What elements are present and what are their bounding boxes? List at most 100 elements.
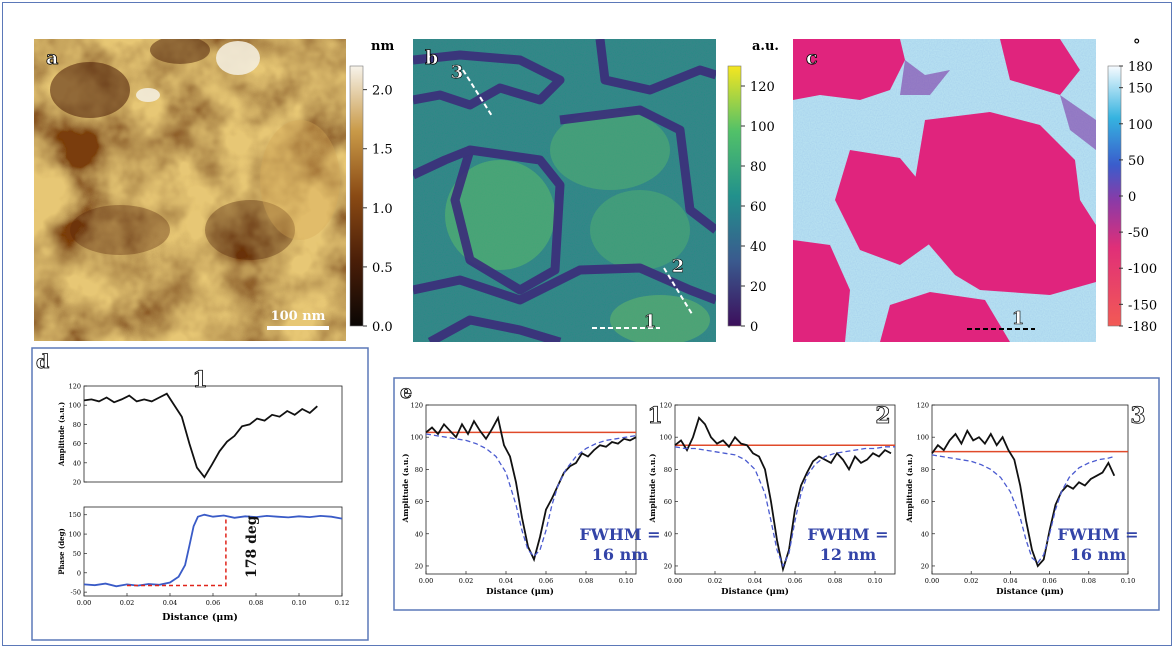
panel-e-profile-2-fit-curve [674,446,895,568]
panel-d-phase-ylabel: Phase (deg) [57,528,66,575]
panel-d-step-annotation: 178 deg [244,515,260,578]
panel-b-image [413,39,716,342]
panel-e-profile-3-xtick-label: 0.08 [1082,577,1096,585]
panel-d-amplitude-ytick-label: 100 [69,402,81,410]
panel-e-profile-2-xlabel: Distance (μm) [721,586,789,597]
panel-e-profile-3-fwhm-title: FWHM = [1057,525,1138,544]
panel-e-profile-2-xtick-label: 0.00 [668,577,682,585]
panel-e-profile-2-ytick-label: 120 [660,402,672,410]
panel-a-image [34,39,346,341]
panel-e-profile-3-xtick-label: 0.10 [1121,577,1135,585]
panel-a-colorbar-tick-label: 2.0 [372,84,393,99]
panel-e-profile-3-xlabel: Distance (μm) [996,586,1064,597]
panel-b-colorbar-tick-label: 20 [750,280,767,295]
panel-b-colorbar-tick-label: 100 [750,120,775,135]
panel-d-phase-xtick-label: 0.04 [163,599,177,607]
panel-e-profile-3-plot: 20 40 60 80 100 120 0.00 0.02 0.04 0.06 0.08 0.10 [917,402,1136,586]
panel-d-amplitude-ytick-label: 20 [73,479,81,487]
panel-d-phase-ytick-label: 0 [77,569,81,577]
panel-c-image [793,39,1096,342]
panel-e-profile-1-plot: 20 40 60 80 100 120 0.00 0.02 0.04 0.06 0.08 0.10 [411,402,637,585]
panel-e-profile-1-xtick-label: 0.06 [539,577,553,585]
panel-e-profile-3-fit-curve [931,454,1115,564]
panel-d-phase-ytick-label: 150 [69,511,81,519]
panel-d-amplitude-ylabel: Amplitude (a.u.) [57,402,66,467]
panel-c-colorbar-ticks: 180 150 100 50 0 -50 -100 -150 -180 [1119,60,1157,335]
panel-e-profile-3-ytick-label: 60 [921,498,929,506]
panel-d-phase-xtick-label: 0.12 [335,599,349,607]
panel-d-phase-ytick-label: 100 [69,531,81,539]
panel-a-letter: a [46,47,58,69]
panel-e-profile-2-fwhm-title: FWHM = [807,525,888,544]
panel-e-profile-1-fwhm-title: FWHM = [579,525,660,544]
panel-e-profile-1-xtick-label: 0.08 [579,577,593,585]
panel-c-colorbar-tick-label: 0 [1128,190,1136,205]
panel-e-profile-1-xtick-label: 0.04 [499,577,513,585]
panel-e-profile-2-xtick-label: 0.04 [748,577,762,585]
panel-e-profile-1-ytick-label: 100 [411,434,423,442]
panel-c-colorbar-tick-label: 180 [1128,60,1153,75]
panel-d-step-marker [127,516,227,587]
panel-e-profile-1-xtick-label: 0.02 [459,577,473,585]
panel-d-phase-plot: -50 0 50 100 150 0.00 0.02 0.04 0.06 0.08 0.10 0.12… [57,506,349,607]
panel-d-phase-xtick-label: 0.00 [77,599,91,607]
panel-e-profile-3-ytick-label: 40 [921,530,929,538]
panel-e-profile-1-axes [425,404,637,575]
panel-e-profile-3-ytick-label: 20 [921,562,929,570]
panel-d-amplitude-data-line [83,392,318,479]
panel-d-xlabel: Distance (μm) [162,612,238,623]
panel-e-profile-1-ytick-label: 40 [415,530,423,538]
panel-e-profile-3-data-line [931,428,1116,568]
panel-d-phase-data-line [83,513,343,588]
panel-e-profile-3-ytick-label: 120 [917,402,929,410]
panel-d-phase-xtick-label: 0.08 [249,599,263,607]
panel-d-amplitude-ytick-label: 60 [73,440,81,448]
panel-e-profile-3-ytick-label: 100 [917,434,929,442]
panel-b-line-label-2: 2 [672,256,685,277]
panel-e-profile-3-xtick-label: 0.00 [925,577,939,585]
panel-e-profile-2-xtick-label: 0.02 [708,577,722,585]
panel-c-letter: c [806,47,818,69]
panel-e-profile-3-label: 3 [1130,403,1145,429]
panel-e-profile-2-axes [674,404,896,575]
panel-c-line-label-1: 1 [1012,308,1025,329]
panel-e-profile-2-label: 2 [875,403,890,429]
panel-e-profile-3-xtick-label: 0.04 [1003,577,1017,585]
panel-e-profile-3-xtick-label: 0.02 [964,577,978,585]
panel-e-profile-3-fwhm-value: 16 nm [1070,545,1126,564]
panel-d-phase-xtick-label: 0.10 [292,599,306,607]
panel-e-profile-1-xtick-label: 0.10 [619,577,633,585]
panel-d-letter: d [36,351,49,373]
panel-b-colorbar-tick-label: 120 [750,80,775,95]
panel-c-unit: ° [1133,36,1141,54]
panel-e-profile-2-ytick-label: 100 [660,434,672,442]
panel-e-profile-2-plot: 20 40 60 80 100 120 0.00 0.02 0.04 0.06 0.08 0.10 [660,402,896,585]
panel-d-amplitude-plot: 20 40 60 80 100 120 Amplitude (a.u.) [57,383,343,487]
panel-d-box [31,347,369,641]
panel-e-box [393,377,1160,611]
panel-b-letter: b [425,47,438,69]
panel-d-amplitude-ytick-label: 40 [73,459,81,467]
panel-b-unit: a.u. [752,39,779,54]
panel-a-colorbar-tick-label: 0.5 [372,261,393,276]
panel-e-profile-1-xlabel: Distance (μm) [486,586,554,597]
panel-d-phase-xtick-label: 0.02 [120,599,134,607]
panel-e-profile-2-fwhm-value: 12 nm [820,545,876,564]
panel-e-profile-1-ytick-label: 20 [415,562,423,570]
panel-c-colorbar-tick-label: 150 [1128,82,1153,97]
panel-e-profile-1-fwhm-value: 16 nm [592,545,648,564]
panel-e-profile-1-ytick-label: 120 [411,402,423,410]
panel-e-profile-2-xtick-label: 0.08 [828,577,842,585]
panel-a-unit: nm [371,39,394,54]
panel-e-profile-3-ylabel: Amplitude (a.u.) [905,454,914,524]
panel-b-colorbar [727,65,742,327]
panel-c-colorbar-tick-label: -180 [1128,320,1157,335]
figure-frame [2,2,1172,646]
panel-b-colorbar-tick-label: 60 [750,200,767,215]
panel-e-profile-2-ytick-label: 80 [664,466,672,474]
panel-d-phase-ytick-label: 50 [73,550,81,558]
panel-a-colorbar-tick-label: 1.0 [372,202,393,217]
panel-b-line-label-1: 1 [644,311,657,332]
panel-d-amplitude-ytick-label: 80 [73,421,81,429]
